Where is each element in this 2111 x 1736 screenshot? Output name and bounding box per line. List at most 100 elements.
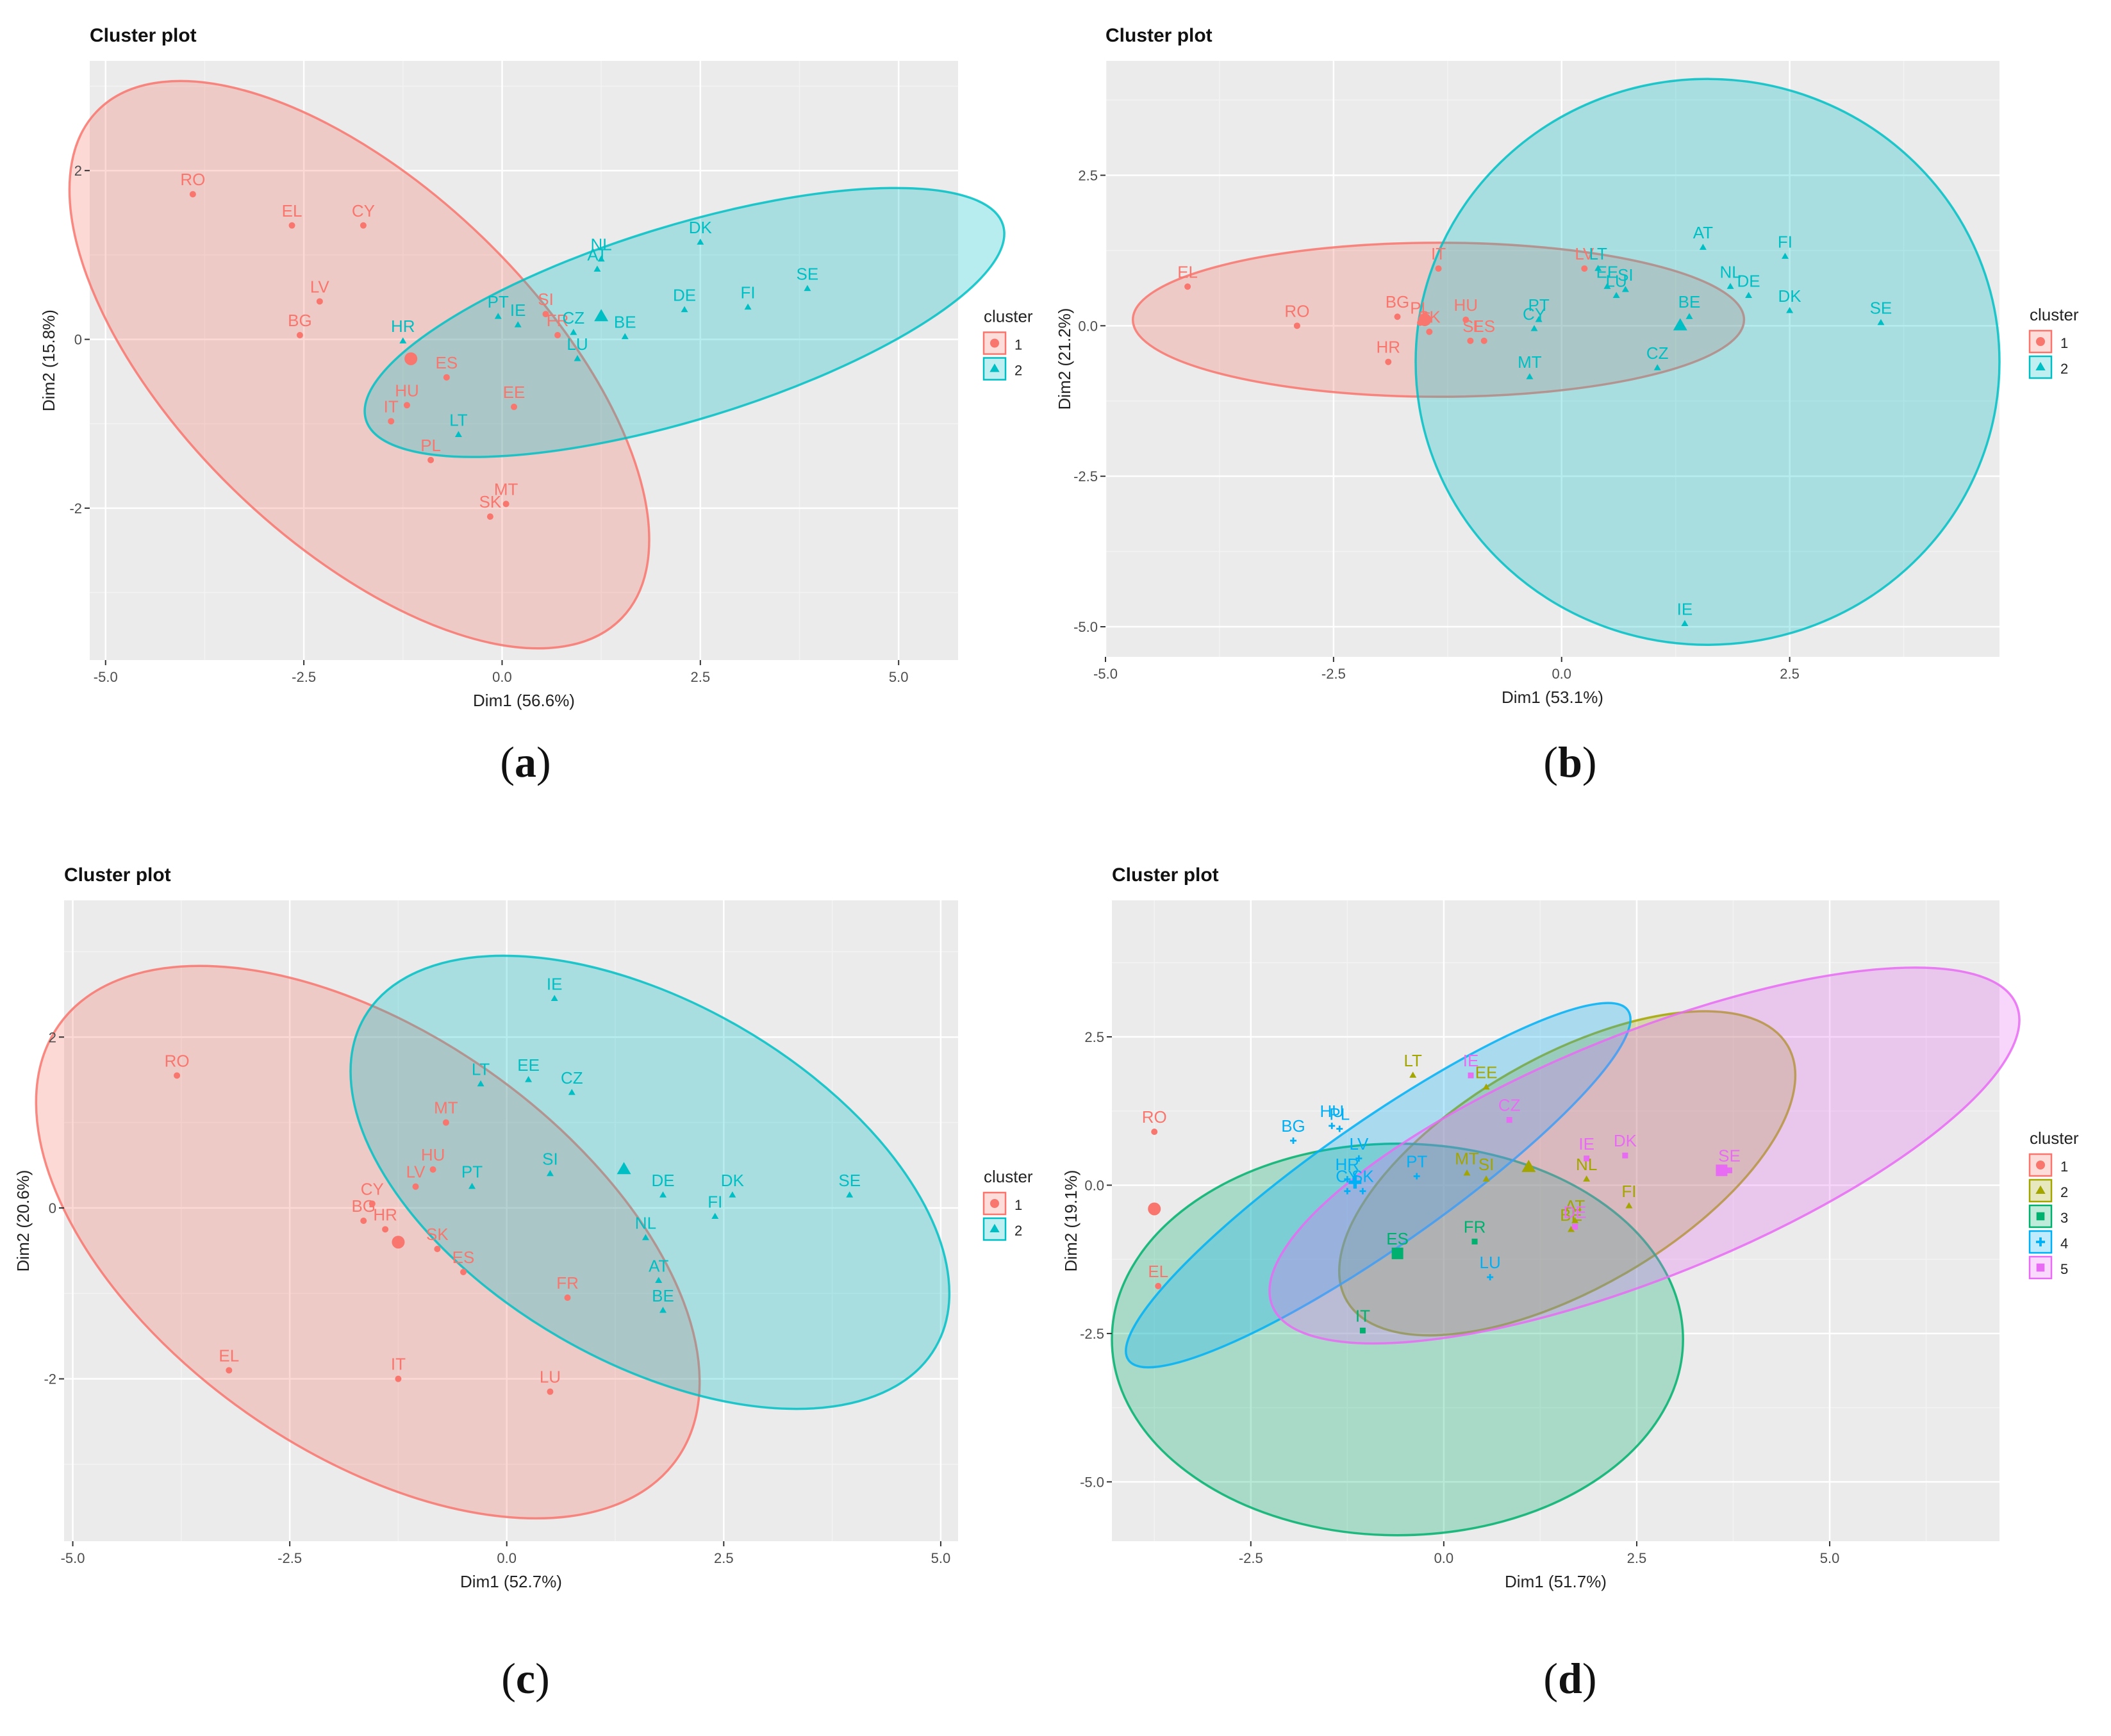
y-tick-label: -2.5 bbox=[1073, 468, 1098, 484]
data-point bbox=[1681, 620, 1689, 626]
x-tick-label: 0.0 bbox=[497, 1550, 517, 1566]
data-point bbox=[1506, 1117, 1512, 1123]
point-label: ES bbox=[1473, 317, 1495, 336]
y-tick-label: 2 bbox=[49, 1029, 56, 1045]
data-point bbox=[1584, 1155, 1590, 1162]
data-point bbox=[511, 403, 518, 410]
point-label: DE bbox=[1737, 271, 1760, 290]
data-point bbox=[1413, 1173, 1420, 1180]
point-label: IE bbox=[547, 974, 563, 993]
data-point bbox=[395, 1375, 402, 1382]
data-point bbox=[1653, 364, 1661, 370]
data-point bbox=[542, 311, 549, 318]
legend-label: 2 bbox=[2060, 1184, 2068, 1200]
data-point bbox=[382, 1226, 389, 1233]
caption-d-close: ) bbox=[1582, 1654, 1597, 1703]
point-label: BE bbox=[1560, 1205, 1582, 1225]
caption-a-letter: a bbox=[515, 738, 536, 786]
data-point bbox=[574, 354, 581, 361]
data-point bbox=[547, 1388, 554, 1395]
caption-b-letter: b bbox=[1558, 738, 1582, 786]
data-point bbox=[1877, 318, 1885, 326]
cluster-center-2 bbox=[1521, 1159, 1536, 1172]
data-point bbox=[846, 1191, 854, 1198]
point-label: LU bbox=[567, 335, 588, 354]
cluster-center-1 bbox=[1418, 313, 1432, 326]
legend: cluster 1 2 bbox=[982, 1167, 1033, 1241]
legend-key-2 bbox=[982, 357, 1007, 381]
point-label: MT bbox=[1455, 1149, 1479, 1168]
y-tick-label: -2 bbox=[44, 1371, 56, 1387]
cluster-center-3 bbox=[1391, 1247, 1403, 1259]
point-label: EL bbox=[282, 201, 302, 220]
data-point bbox=[1583, 1175, 1591, 1182]
x-axis-label: Dim1 (51.7%) bbox=[1505, 1572, 1607, 1591]
point-label: SE bbox=[838, 1171, 861, 1190]
point-label: LU bbox=[540, 1368, 561, 1387]
point-label: ES bbox=[452, 1248, 475, 1267]
data-point bbox=[1462, 316, 1469, 323]
legend-label: 1 bbox=[1014, 337, 1022, 353]
point-label: EE bbox=[1596, 262, 1619, 281]
point-label: ES bbox=[436, 353, 458, 372]
data-point bbox=[1726, 1167, 1732, 1173]
caption-a: (a) bbox=[429, 737, 622, 788]
x-tick-label: -5.0 bbox=[1093, 666, 1118, 682]
point-label: ES bbox=[1386, 1229, 1409, 1248]
cluster-ellipses bbox=[1131, 78, 2001, 646]
cluster-ellipse-2 bbox=[1414, 78, 2001, 646]
point-label: LU bbox=[1480, 1253, 1501, 1272]
y-axis-label: Dim2 (20.6%) bbox=[13, 1170, 33, 1272]
caption-c-letter: c bbox=[515, 1654, 536, 1703]
point-label: IE bbox=[1463, 1051, 1479, 1070]
x-tick-label: -5.0 bbox=[94, 669, 118, 685]
point-label: LT bbox=[449, 410, 468, 429]
data-point bbox=[1572, 1223, 1578, 1230]
legend-symbol-2 bbox=[2035, 1185, 2046, 1195]
cluster-ellipse-2 bbox=[363, 186, 1006, 458]
data-point bbox=[1359, 1187, 1366, 1195]
point-label: EL bbox=[1148, 1262, 1168, 1281]
data-point bbox=[1786, 306, 1794, 313]
legend-symbol-1 bbox=[990, 338, 999, 348]
point-label: PT bbox=[1528, 295, 1550, 315]
point-label: IT bbox=[1355, 1306, 1370, 1325]
legend-title: cluster bbox=[2030, 305, 2079, 324]
chart-title: Cluster plot bbox=[64, 864, 171, 886]
y-tick-label: -2.5 bbox=[1080, 1326, 1104, 1342]
point-label: IT bbox=[1431, 244, 1446, 263]
point-label: RO bbox=[1284, 301, 1309, 320]
data-point bbox=[1487, 1273, 1494, 1280]
data-point bbox=[443, 374, 450, 381]
x-tick-label: 5.0 bbox=[1820, 1550, 1840, 1566]
point-label: AT bbox=[649, 1256, 668, 1275]
data-point bbox=[564, 1294, 571, 1301]
data-point bbox=[642, 1234, 649, 1241]
point-label: HU bbox=[1453, 295, 1478, 315]
point-label: LV bbox=[406, 1162, 426, 1182]
data-point bbox=[804, 285, 811, 292]
point-label: SI bbox=[538, 290, 554, 309]
point-label: SK bbox=[426, 1225, 449, 1244]
point-label: SE bbox=[797, 265, 819, 284]
caption-b-close: ) bbox=[1582, 738, 1597, 786]
caption-c: (c) bbox=[429, 1653, 622, 1704]
legend: cluster 1 2 bbox=[2028, 305, 2079, 379]
cluster-ellipse-2 bbox=[1337, 1010, 1797, 1337]
point-label: SI bbox=[1462, 317, 1478, 336]
point-label: DK bbox=[1614, 1131, 1637, 1150]
point-label: CY bbox=[352, 201, 375, 220]
point-label: MT bbox=[494, 479, 518, 499]
plot-background bbox=[1105, 61, 1999, 657]
point-label: LT bbox=[1589, 244, 1607, 263]
legend-label: 1 bbox=[1014, 1197, 1022, 1213]
legend-symbol-2 bbox=[989, 1223, 1000, 1233]
data-point bbox=[1612, 292, 1620, 298]
point-label: BG bbox=[1386, 292, 1410, 311]
data-point bbox=[1336, 1125, 1343, 1132]
x-tick-label: 5.0 bbox=[931, 1550, 951, 1566]
chart-title: Cluster plot bbox=[90, 25, 197, 46]
axes: -5.0 -2.5 0.0 2.5 -5.0 -2.5 0.0 2.5 bbox=[1073, 167, 1800, 682]
data-point bbox=[568, 1089, 575, 1095]
